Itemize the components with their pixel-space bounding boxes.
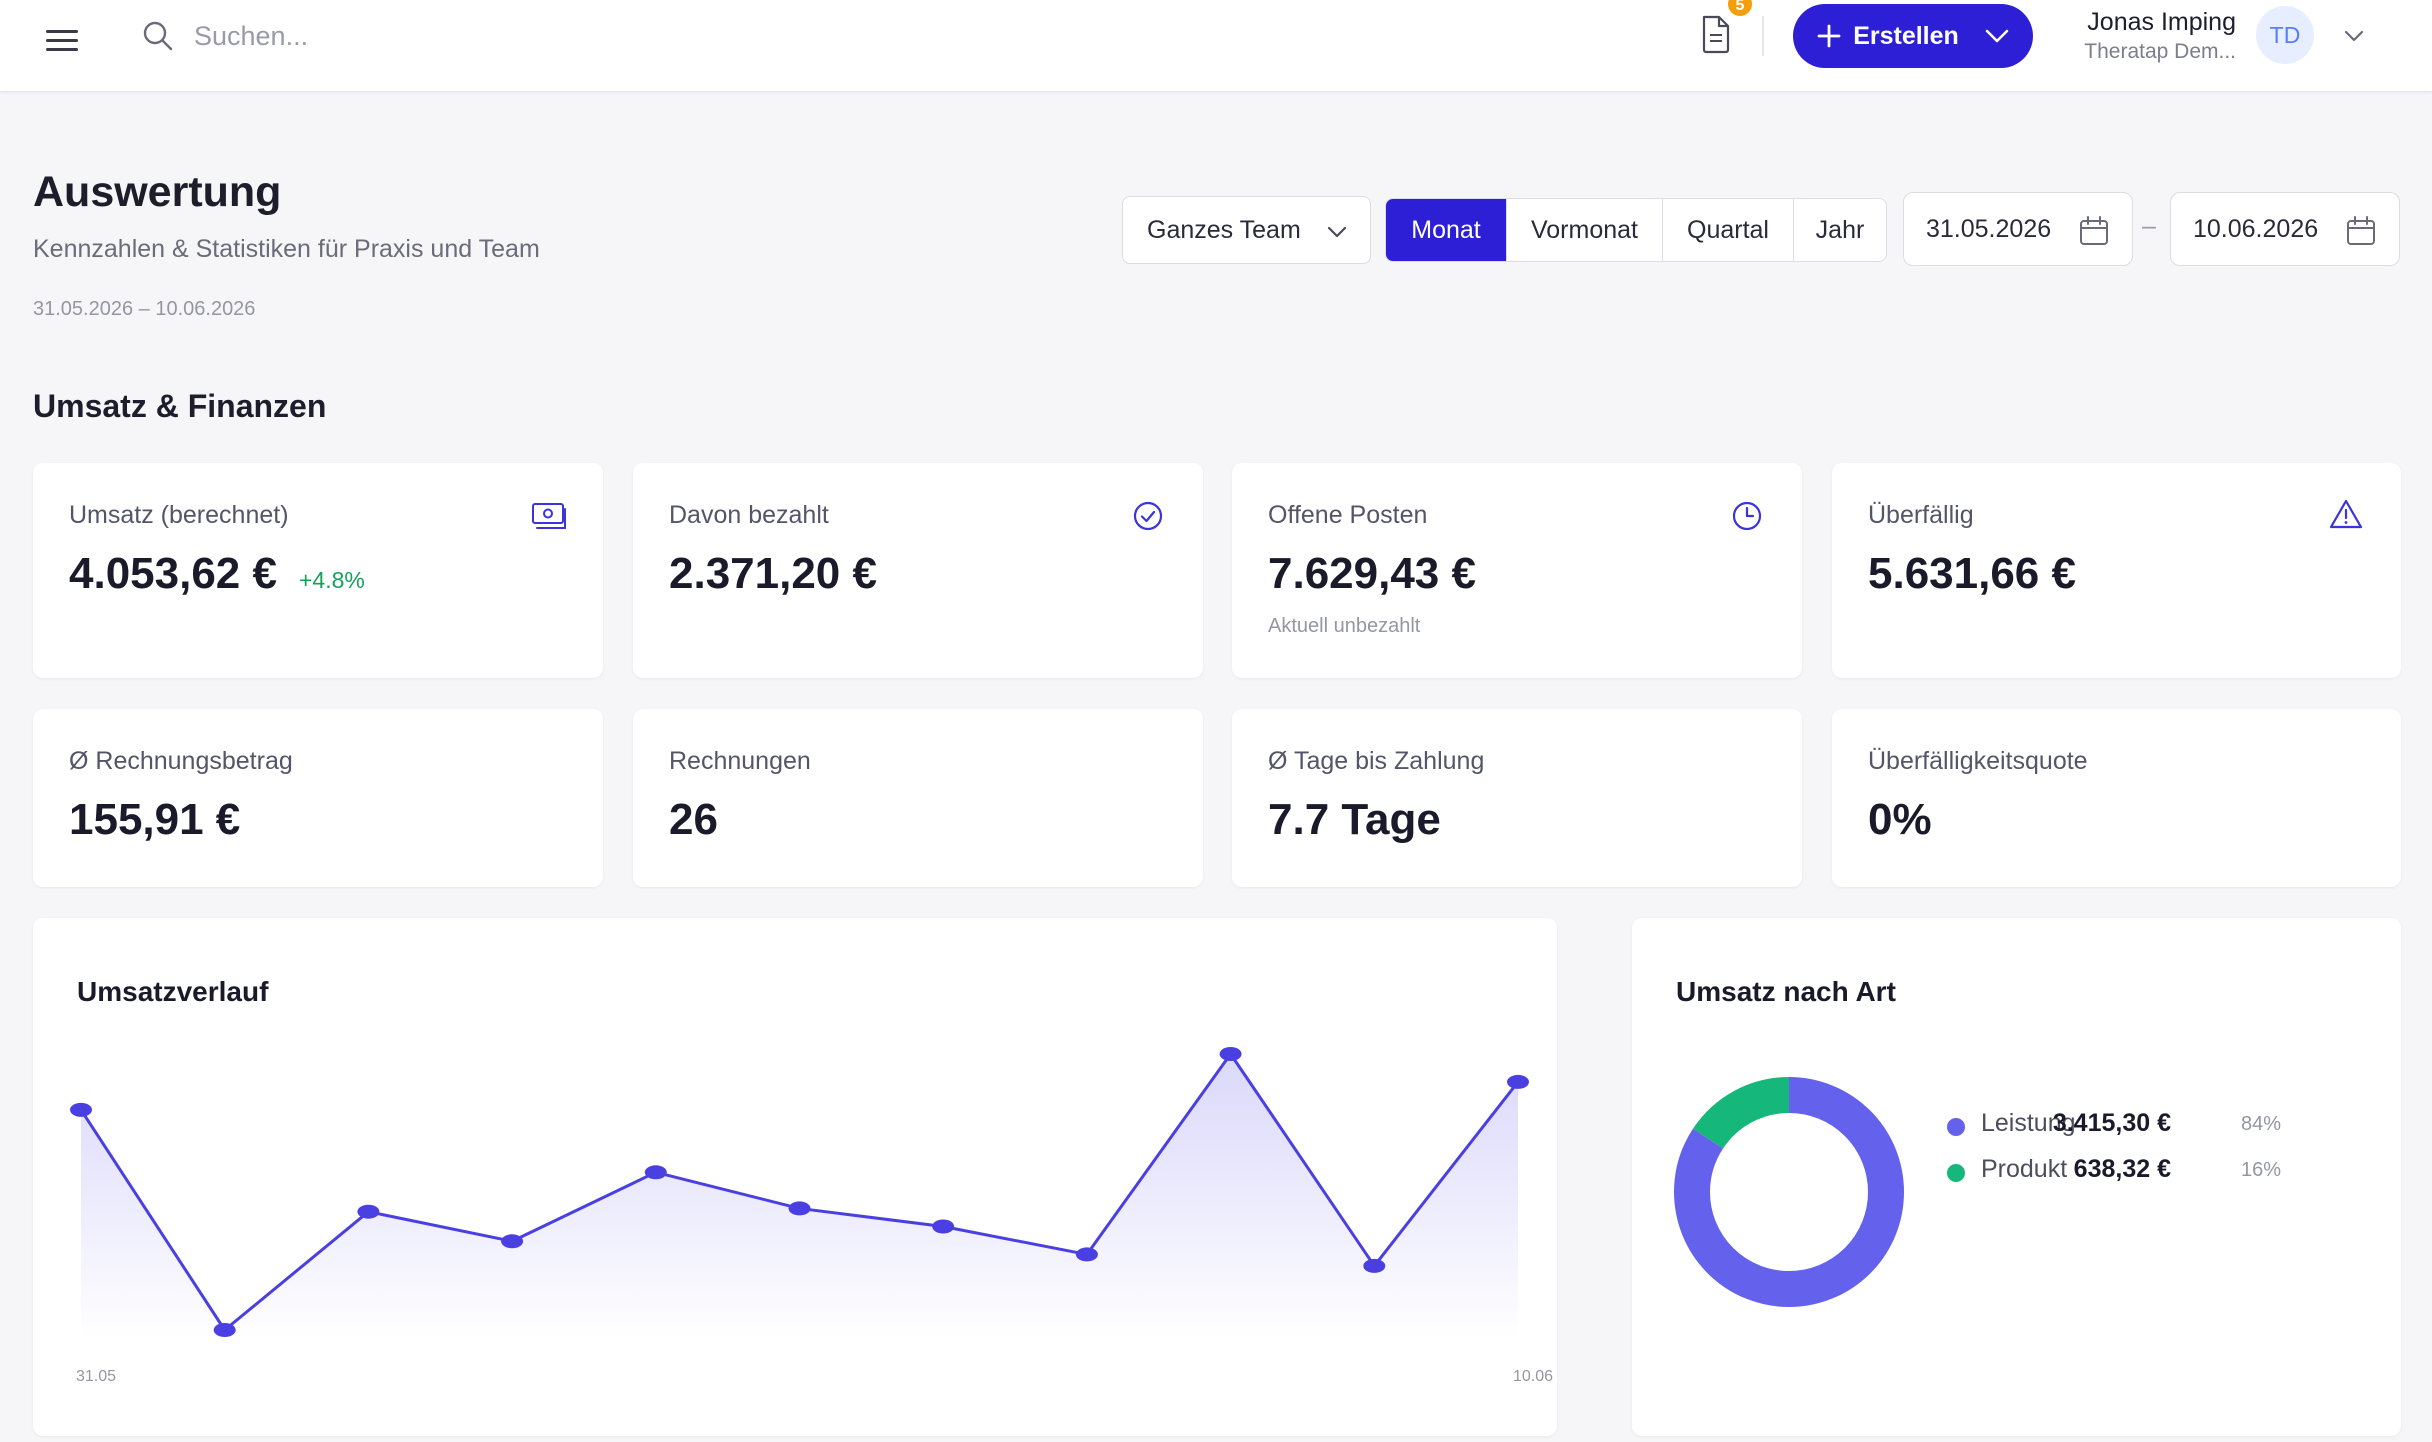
- chevron-down-icon: [1985, 29, 2009, 43]
- check-circle-icon: [1133, 501, 1163, 531]
- legend-value: 3.415,30 €: [2052, 1109, 2171, 1137]
- document-button[interactable]: [1696, 12, 1736, 56]
- kpi-label: Offene Posten: [1268, 501, 1428, 529]
- warning-icon: [2329, 499, 2363, 529]
- revenue-trend-card: Umsatzverlauf 31.05 10.06: [33, 918, 1557, 1436]
- kpi-card-revenue: Umsatz (berechnet) 4.053,62 € +4.8%: [33, 463, 603, 678]
- date-from-input[interactable]: 31.05.2026: [1903, 192, 2133, 266]
- kpi-change: +4.8%: [298, 567, 365, 593]
- team-select-value: Ganzes Team: [1147, 215, 1301, 244]
- kpi-value: 26: [669, 795, 718, 844]
- notification-badge: 5: [1726, 0, 1754, 18]
- kpi-label: Rechnungen: [669, 747, 811, 775]
- create-button-label: Erstellen: [1853, 21, 1959, 50]
- legend-percent: 16%: [2240, 1159, 2281, 1181]
- team-select[interactable]: Ganzes Team: [1122, 196, 1371, 264]
- kpi-value: 4.053,62 € +4.8%: [69, 549, 365, 599]
- date-range-separator: –: [2142, 212, 2156, 240]
- clock-icon: [1732, 501, 1762, 531]
- revenue-trend-chart: [70, 1047, 1529, 1340]
- revenue-by-type-card: Umsatz nach Art: [1632, 918, 2401, 1436]
- data-point[interactable]: [1219, 1047, 1242, 1061]
- period-tab-previous-month[interactable]: Vormonat: [1507, 199, 1663, 261]
- kpi-card-overdue-rate: Überfälligkeitsquote 0%: [1832, 709, 2401, 887]
- data-point[interactable]: [932, 1219, 955, 1234]
- data-point[interactable]: [357, 1204, 380, 1219]
- data-point[interactable]: [788, 1201, 811, 1216]
- section-title: Umsatz & Finanzen: [33, 388, 327, 424]
- topbar-divider: [1762, 16, 1764, 56]
- chart-title: Umsatz nach Art: [1676, 976, 1896, 1007]
- kpi-value: 0%: [1868, 795, 1932, 844]
- plus-icon: [1817, 24, 1841, 48]
- legend-percent: 84%: [2240, 1113, 2281, 1135]
- area-fill: [81, 1054, 1518, 1340]
- search-input[interactable]: [194, 14, 674, 58]
- user-name: Jonas Imping: [2087, 8, 2236, 36]
- kpi-label: Ø Tage bis Zahlung: [1268, 747, 1485, 775]
- avatar[interactable]: TD: [2256, 6, 2314, 64]
- kpi-card-overdue: Überfällig 5.631,66 €: [1832, 463, 2401, 678]
- kpi-label: Davon bezahlt: [669, 501, 829, 529]
- create-button[interactable]: Erstellen: [1793, 4, 2033, 68]
- donut-slice-produkt[interactable]: [1674, 1077, 1904, 1307]
- kpi-value-text: 4.053,62 €: [69, 549, 277, 598]
- period-segmented-control: Monat Vormonat Quartal Jahr: [1385, 198, 1887, 262]
- legend-item: Produkt 638,32 € 16%: [1947, 1151, 2307, 1191]
- data-point[interactable]: [1507, 1074, 1529, 1089]
- data-point[interactable]: [1075, 1247, 1098, 1262]
- date-range-text: 31.05.2026 – 10.06.2026: [33, 298, 256, 320]
- kpi-value: 7.629,43 €: [1268, 549, 1476, 598]
- date-to-input[interactable]: 10.06.2026: [2170, 192, 2400, 266]
- kpi-label: Ø Rechnungsbetrag: [69, 747, 293, 775]
- period-tab-month[interactable]: Monat: [1386, 199, 1507, 261]
- revenue-by-type-donut: [1674, 1077, 1904, 1307]
- chart-title: Umsatzverlauf: [77, 976, 269, 1007]
- kpi-value: 155,91 €: [69, 795, 241, 844]
- kpi-value: 2.371,20 €: [669, 549, 877, 598]
- kpi-card-avg-days-to-payment: Ø Tage bis Zahlung 7.7 Tage: [1232, 709, 1802, 887]
- data-point[interactable]: [1363, 1258, 1386, 1273]
- calendar-icon: [2347, 216, 2375, 245]
- date-to-value: 10.06.2026: [2193, 214, 2319, 243]
- legend-swatch: [1947, 1164, 1965, 1182]
- page-title: Auswertung: [33, 168, 282, 216]
- calendar-icon: [2080, 216, 2108, 245]
- chevron-down-icon: [1327, 226, 1347, 238]
- page-subtitle: Kennzahlen & Statistiken für Praxis und …: [33, 235, 540, 263]
- kpi-value: 5.631,66 €: [1868, 549, 2076, 598]
- kpi-label: Umsatz (berechnet): [69, 501, 289, 529]
- menu-icon[interactable]: [44, 22, 80, 58]
- kpi-card-open-items: Offene Posten 7.629,43 € Aktuell unbezah…: [1232, 463, 1802, 678]
- legend-value: 638,32 €: [2073, 1155, 2171, 1183]
- kpi-card-invoices: Rechnungen 26: [633, 709, 1203, 887]
- data-point[interactable]: [501, 1234, 524, 1249]
- user-organization: Theratap Dem...: [2084, 40, 2236, 63]
- x-tick-label: 31.05: [76, 1368, 117, 1385]
- data-point[interactable]: [213, 1323, 236, 1337]
- data-point[interactable]: [644, 1165, 667, 1180]
- legend-label: Produkt: [1981, 1155, 2068, 1183]
- kpi-card-paid: Davon bezahlt 2.371,20 €: [633, 463, 1203, 678]
- data-point[interactable]: [70, 1102, 92, 1117]
- kpi-card-avg-invoice: Ø Rechnungsbetrag 155,91 €: [33, 709, 603, 887]
- search-icon: [143, 21, 173, 51]
- period-tab-quarter[interactable]: Quartal: [1663, 199, 1794, 261]
- document-icon: [1702, 15, 1730, 54]
- legend-label: Leistung: [1981, 1109, 2076, 1137]
- money-icon: [532, 503, 566, 529]
- period-tab-year[interactable]: Jahr: [1815, 215, 1865, 244]
- kpi-label: Überfälligkeitsquote: [1868, 747, 2088, 775]
- x-tick-label: 10.06: [1513, 1368, 1554, 1385]
- kpi-value: 7.7 Tage: [1268, 795, 1441, 844]
- kpi-note: Aktuell unbezahlt: [1268, 615, 1421, 637]
- top-bar: 5 Erstellen Jonas Imping Theratap Dem...…: [0, 0, 2432, 92]
- date-from-value: 31.05.2026: [1926, 214, 2052, 243]
- legend-swatch: [1947, 1118, 1965, 1136]
- user-menu-chevron-icon[interactable]: [2340, 24, 2368, 48]
- legend-item: Leistung 3.415,30 € 84%: [1947, 1105, 2307, 1145]
- kpi-label: Überfällig: [1868, 501, 1974, 529]
